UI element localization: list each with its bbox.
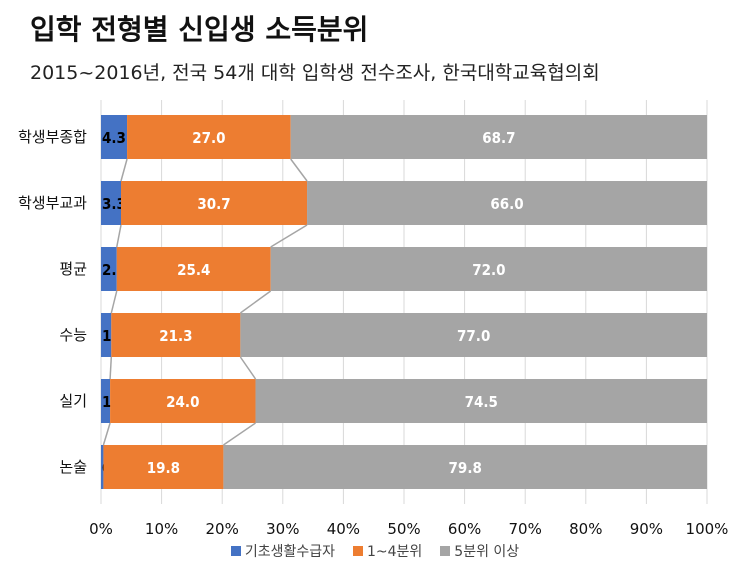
- series-line: [102, 422, 111, 446]
- bar-segment: [101, 379, 111, 423]
- series-line: [222, 422, 256, 446]
- category-label: 학생부종합: [18, 128, 87, 146]
- bar-segment: [127, 115, 291, 159]
- data-label: 79.8: [449, 459, 482, 477]
- data-label: 27.0: [192, 129, 225, 147]
- bar-segment: [290, 115, 707, 159]
- chart-subtitle: 2015~2016년, 전국 54개 대학 입학생 전수조사, 한국대학교육협의…: [30, 62, 600, 84]
- series-line: [239, 290, 272, 314]
- bar-segment: [120, 181, 308, 225]
- legend-label: 1~4분위: [366, 544, 423, 560]
- x-tick-label: 10%: [145, 520, 178, 538]
- data-label: 25.4: [177, 261, 210, 279]
- bar-segment: [101, 445, 104, 489]
- series-line: [110, 290, 118, 314]
- legend-item: 1~4분위: [352, 541, 423, 561]
- legend-item: 5분위 이상: [440, 541, 519, 561]
- data-label: 66.0: [490, 195, 523, 213]
- series-line: [120, 158, 128, 182]
- bar-segment: [101, 313, 112, 357]
- bar-segment: [101, 115, 128, 159]
- x-tick-label: 0%: [89, 520, 113, 538]
- bar-segment: [116, 247, 271, 291]
- x-tick-label: 20%: [206, 520, 239, 538]
- bar-segment: [307, 181, 707, 225]
- bar-segment: [101, 247, 117, 291]
- x-tick-label: 60%: [448, 520, 481, 538]
- data-label: 4.3: [102, 129, 126, 147]
- bar-segment: [110, 379, 256, 423]
- data-label: 74.5: [465, 393, 498, 411]
- x-tick-label: 30%: [266, 520, 299, 538]
- x-tick-label: 100%: [686, 520, 729, 538]
- series-line: [270, 224, 308, 248]
- x-tick-label: 70%: [509, 520, 542, 538]
- bar-segment: [270, 247, 707, 291]
- legend: 기초생활수급자 1~4분위 5분위 이상: [0, 541, 750, 561]
- x-tick-label: 80%: [569, 520, 602, 538]
- data-label: 77.0: [457, 327, 490, 345]
- legend-label: 기초생활수급자: [244, 544, 335, 560]
- bar-segment: [223, 445, 708, 489]
- data-label: 24.0: [166, 393, 199, 411]
- legend-item: 기초생활수급자: [230, 541, 335, 561]
- category-label: 수능: [59, 326, 87, 344]
- bar-segment: [240, 313, 707, 357]
- bar-segment: [101, 181, 121, 225]
- data-label: 21.3: [159, 327, 192, 345]
- category-label: 평균: [59, 260, 87, 278]
- chart-title: 입학 전형별 신입생 소득분위: [30, 13, 369, 46]
- bar-segment: [103, 445, 224, 489]
- data-label: 30.7: [197, 195, 230, 213]
- x-tick-label: 40%: [327, 520, 360, 538]
- category-label: 학생부교과: [18, 194, 87, 212]
- bar-segment: [255, 379, 707, 423]
- legend-label: 5분위 이상: [454, 544, 520, 560]
- series-line: [290, 158, 308, 182]
- series-line: [116, 224, 122, 248]
- legend-swatch: [440, 546, 451, 556]
- x-tick-label: 50%: [387, 520, 420, 538]
- series-line: [109, 356, 113, 380]
- x-tick-label: 90%: [630, 520, 663, 538]
- bar-segment: [111, 313, 241, 357]
- data-label: 3.3: [102, 195, 126, 213]
- series-line: [239, 356, 257, 380]
- data-label: 72.0: [472, 261, 505, 279]
- legend-swatch: [230, 546, 241, 556]
- data-label: 19.8: [147, 459, 180, 477]
- category-label: 논술: [59, 458, 87, 476]
- data-label: 68.7: [482, 129, 515, 147]
- legend-swatch: [352, 546, 363, 556]
- category-label: 실기: [59, 392, 87, 410]
- bar-chart: 0% 10% 20% 30% 40% 50% 60% 70% 80% 90% 100% 학생부종합 4.…: [18, 100, 729, 538]
